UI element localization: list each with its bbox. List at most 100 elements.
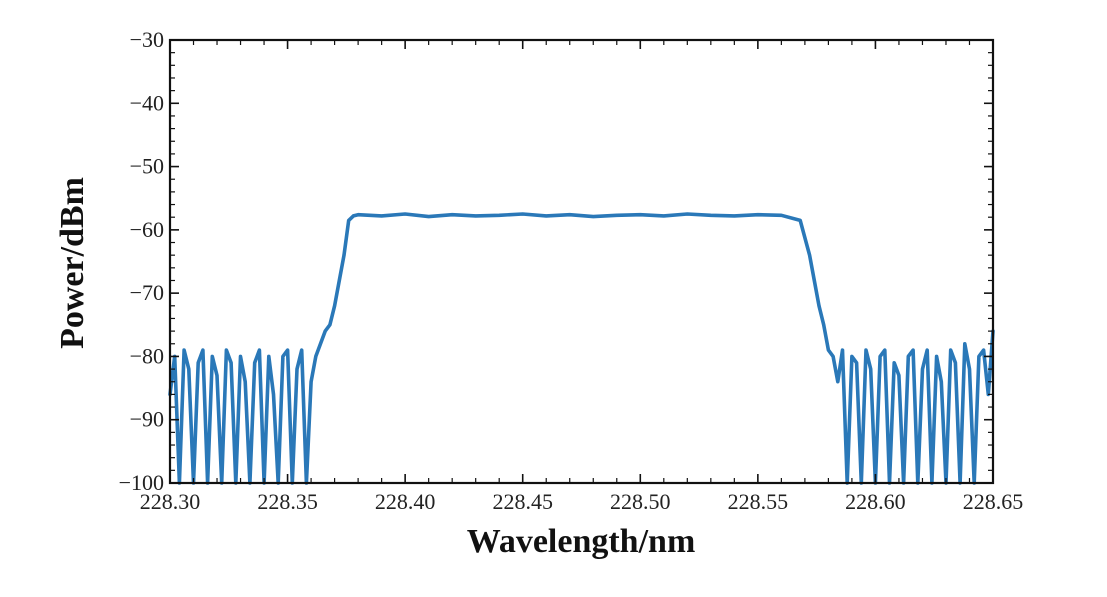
data-point — [911, 348, 915, 352]
data-point — [836, 380, 840, 383]
data-point — [356, 213, 360, 216]
data-point — [229, 361, 233, 364]
data-point — [940, 380, 943, 383]
data-point — [568, 213, 571, 216]
data-point — [342, 253, 346, 257]
data-point — [615, 214, 618, 217]
y-tick-label: −30 — [130, 27, 164, 52]
data-point — [253, 361, 256, 364]
data-point — [639, 213, 642, 216]
x-tick-label: 228.65 — [963, 489, 1024, 514]
data-point — [323, 329, 327, 333]
data-point — [869, 367, 872, 371]
data-point — [954, 361, 957, 364]
data-point — [883, 348, 887, 352]
data-point — [935, 355, 938, 358]
data-point — [963, 342, 966, 345]
data-point — [244, 380, 247, 383]
data-layer — [168, 212, 995, 485]
data-point — [662, 214, 665, 218]
data-point — [982, 348, 985, 352]
data-point — [182, 348, 186, 352]
data-point — [897, 374, 901, 377]
data-point — [347, 219, 350, 222]
data-point — [281, 355, 285, 358]
data-point — [545, 214, 548, 218]
data-point — [201, 348, 205, 352]
data-point — [780, 214, 783, 217]
x-tick-label: 228.30 — [140, 489, 201, 514]
data-point — [798, 219, 802, 222]
data-point — [258, 348, 261, 352]
data-point — [427, 215, 430, 218]
x-tick-label: 228.35 — [257, 489, 318, 514]
data-point — [319, 342, 322, 345]
data-point — [733, 214, 736, 218]
data-point — [450, 213, 454, 216]
data-point — [822, 323, 825, 326]
data-point — [592, 215, 595, 218]
x-tick-label: 228.55 — [728, 489, 789, 514]
data-point — [380, 214, 383, 218]
spectrum-line — [168, 212, 995, 485]
data-point — [498, 214, 501, 217]
data-point — [907, 355, 910, 358]
data-point — [267, 355, 270, 358]
plot-frame — [168, 38, 995, 485]
x-tick-label: 228.40 — [375, 489, 436, 514]
data-point — [756, 213, 760, 216]
y-tick-label: −90 — [130, 407, 164, 432]
data-point — [314, 355, 317, 358]
data-point — [878, 355, 882, 358]
x-tick-label: 228.45 — [492, 489, 553, 514]
y-tick-label: −40 — [130, 90, 164, 115]
data-point — [521, 212, 524, 216]
data-point — [813, 279, 816, 282]
data-point — [338, 279, 341, 282]
tick-layer: 228.30 228.35 228.40 228.45 228.50 228.55 228.… — [119, 27, 1024, 514]
data-point — [686, 212, 689, 216]
data-point — [197, 361, 200, 364]
data-point — [949, 348, 952, 352]
data-point — [215, 374, 219, 377]
data-point — [187, 367, 191, 371]
y-tick-label: −70 — [130, 280, 164, 305]
data-point — [295, 367, 299, 371]
data-point — [272, 393, 275, 396]
y-tick-label: −100 — [119, 470, 164, 495]
data-point — [850, 355, 854, 358]
x-tick-label: 228.50 — [610, 489, 671, 514]
data-point — [831, 355, 835, 358]
data-point — [328, 323, 332, 326]
data-point — [239, 355, 242, 358]
x-axis-title: Wavelength/nm — [467, 523, 696, 560]
data-point — [855, 361, 858, 364]
data-point — [403, 212, 407, 216]
y-tick-label: −50 — [130, 154, 164, 179]
data-point — [211, 355, 214, 358]
data-point — [300, 348, 303, 352]
data-point — [808, 253, 811, 257]
data-point — [841, 348, 844, 352]
data-point — [709, 214, 713, 217]
data-point — [309, 380, 313, 383]
data-point — [921, 367, 924, 371]
data-point — [977, 355, 981, 358]
y-tick-label: −60 — [130, 217, 164, 242]
data-point — [893, 361, 896, 364]
x-tick-label: 228.60 — [845, 489, 906, 514]
data-point — [817, 304, 821, 307]
data-point — [352, 214, 355, 218]
y-tick-label: −80 — [130, 343, 164, 368]
data-point — [925, 348, 929, 352]
data-point — [827, 348, 830, 352]
data-point — [333, 304, 336, 307]
data-point — [225, 348, 228, 352]
data-point — [286, 348, 289, 352]
y-axis-title: Power/dBm — [54, 177, 91, 349]
data-point — [864, 348, 868, 352]
data-point — [474, 214, 477, 218]
data-point — [968, 367, 971, 371]
